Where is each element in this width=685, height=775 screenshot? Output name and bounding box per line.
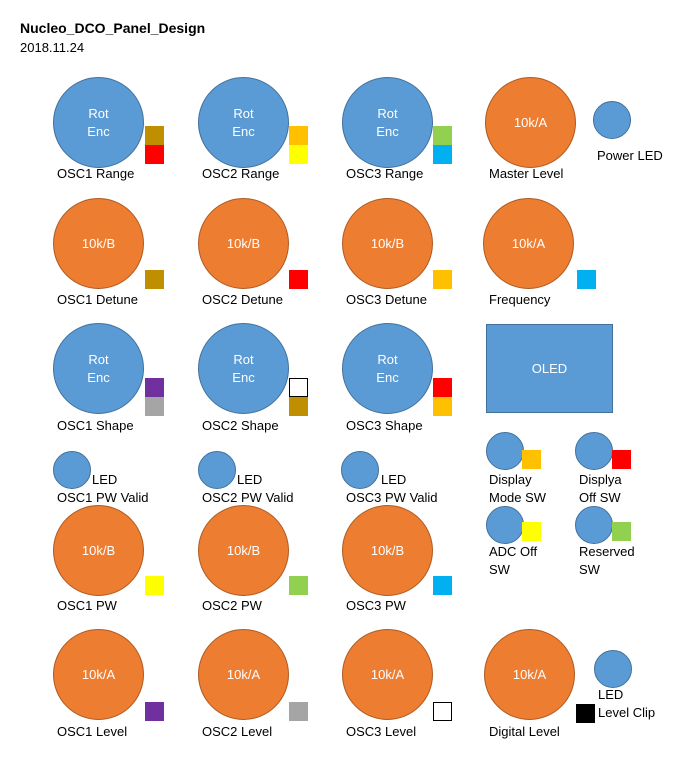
display-off-label-line2: Off SW xyxy=(579,490,621,505)
display-mode-label-line2: Mode SW xyxy=(489,490,547,505)
osc3-detune-label: OSC3 Detune xyxy=(346,292,427,307)
level-clip-led xyxy=(594,650,632,688)
display-mode-switch xyxy=(486,432,524,470)
osc1-range-knob: Rot Enc xyxy=(53,77,144,168)
adc-off-label-line2: SW xyxy=(489,562,510,577)
osc1-pw-label: OSC1 PW xyxy=(57,598,117,613)
osc3-pw-knob: 10k/B xyxy=(342,505,433,596)
osc3-level-label: OSC3 Level xyxy=(346,724,417,739)
adc-off-switch xyxy=(486,506,524,544)
reserved-switch xyxy=(575,506,613,544)
osc2-level-label: OSC2 Level xyxy=(202,724,273,739)
oled-display: OLED xyxy=(486,324,613,413)
osc2-shape-color-swatch xyxy=(289,378,308,397)
display-off-color-swatch xyxy=(612,450,631,469)
osc3-shape-color-swatch xyxy=(433,378,452,397)
osc2-shape-label: OSC2 Shape xyxy=(202,418,279,433)
osc3-pw-color-swatch xyxy=(433,576,452,595)
osc2-range-label: OSC2 Range xyxy=(202,166,280,181)
osc2-level-knob: 10k/A xyxy=(198,629,289,720)
osc3-pw-valid-led xyxy=(341,451,379,489)
adc-off-label-line1: ADC Off xyxy=(489,544,538,559)
osc2-pw-knob: 10k/B xyxy=(198,505,289,596)
display-off-label-line1: Displya xyxy=(579,472,622,487)
osc2-pw-valid-label: OSC2 PW Valid xyxy=(202,490,294,505)
osc2-range-color-swatch-2 xyxy=(289,145,308,164)
osc1-level-knob: 10k/A xyxy=(53,629,144,720)
osc2-detune-knob: 10k/B xyxy=(198,198,289,289)
adc-off-color-swatch xyxy=(522,522,541,541)
digital-level-knob: 10k/A xyxy=(484,629,575,720)
osc1-shape-color-swatch xyxy=(145,378,164,397)
osc2-shape-knob: Rot Enc xyxy=(198,323,289,414)
osc3-shape-color-swatch-2 xyxy=(433,397,452,416)
osc3-pw-label: OSC3 PW xyxy=(346,598,406,613)
osc1-range-color-swatch-2 xyxy=(145,145,164,164)
osc2-pw-color-swatch xyxy=(289,576,308,595)
osc3-range-color-swatch xyxy=(433,126,452,145)
osc3-pw-valid-label: OSC3 PW Valid xyxy=(346,490,438,505)
osc3-shape-knob: Rot Enc xyxy=(342,323,433,414)
osc3-level-knob: 10k/A xyxy=(342,629,433,720)
osc3-detune-knob: 10k/B xyxy=(342,198,433,289)
digital-level-label: Digital Level xyxy=(489,724,560,739)
osc1-detune-knob: 10k/B xyxy=(53,198,144,289)
osc2-shape-color-swatch-2 xyxy=(289,397,308,416)
diagram-title: Nucleo_DCO_Panel_Design xyxy=(20,20,206,36)
osc1-level-label: OSC1 Level xyxy=(57,724,128,739)
osc1-level-color-swatch xyxy=(145,702,164,721)
osc1-pw-valid-led-label: LED xyxy=(92,472,118,487)
osc1-shape-label: OSC1 Shape xyxy=(57,418,134,433)
osc3-range-knob: Rot Enc xyxy=(342,77,433,168)
osc2-range-knob: Rot Enc xyxy=(198,77,289,168)
frequency-color-swatch xyxy=(577,270,596,289)
level-clip-label-line1: LED xyxy=(598,687,624,702)
reserved-label-line2: SW xyxy=(579,562,600,577)
osc3-range-color-swatch-2 xyxy=(433,145,452,164)
power-led-indicator xyxy=(593,101,631,139)
frequency-knob: 10k/A xyxy=(483,198,574,289)
osc1-range-color-swatch xyxy=(145,126,164,145)
level-clip-color-swatch xyxy=(576,704,595,723)
osc3-range-label: OSC3 Range xyxy=(346,166,424,181)
osc1-shape-knob: Rot Enc xyxy=(53,323,144,414)
osc1-pw-valid-label: OSC1 PW Valid xyxy=(57,490,149,505)
osc3-detune-color-swatch xyxy=(433,270,452,289)
display-mode-color-swatch xyxy=(522,450,541,469)
power-led-label: Power LED xyxy=(597,148,663,163)
master-level-label: Master Level xyxy=(489,166,564,181)
osc1-pw-valid-led xyxy=(53,451,91,489)
osc3-pw-valid-led-label: LED xyxy=(381,472,407,487)
reserved-color-swatch xyxy=(612,522,631,541)
osc2-pw-valid-led xyxy=(198,451,236,489)
osc2-pw-label: OSC2 PW xyxy=(202,598,262,613)
osc1-detune-label: OSC1 Detune xyxy=(57,292,138,307)
level-clip-label-line2: Level Clip xyxy=(598,705,656,720)
osc3-level-color-swatch xyxy=(433,702,452,721)
reserved-label-line1: Reserved xyxy=(579,544,635,559)
osc2-level-color-swatch xyxy=(289,702,308,721)
osc3-shape-label: OSC3 Shape xyxy=(346,418,423,433)
diagram-date: 2018.11.24 xyxy=(20,40,85,55)
osc1-detune-color-swatch xyxy=(145,270,164,289)
osc2-detune-color-swatch xyxy=(289,270,308,289)
display-mode-label-line1: Display xyxy=(489,472,532,487)
osc2-pw-valid-led-label: LED xyxy=(237,472,263,487)
osc1-pw-color-swatch xyxy=(145,576,164,595)
master-level-knob: 10k/A xyxy=(485,77,576,168)
osc1-shape-color-swatch-2 xyxy=(145,397,164,416)
osc2-range-color-swatch xyxy=(289,126,308,145)
osc1-range-label: OSC1 Range xyxy=(57,166,135,181)
frequency-label: Frequency xyxy=(489,292,551,307)
osc1-pw-knob: 10k/B xyxy=(53,505,144,596)
osc2-detune-label: OSC2 Detune xyxy=(202,292,283,307)
display-off-switch xyxy=(575,432,613,470)
